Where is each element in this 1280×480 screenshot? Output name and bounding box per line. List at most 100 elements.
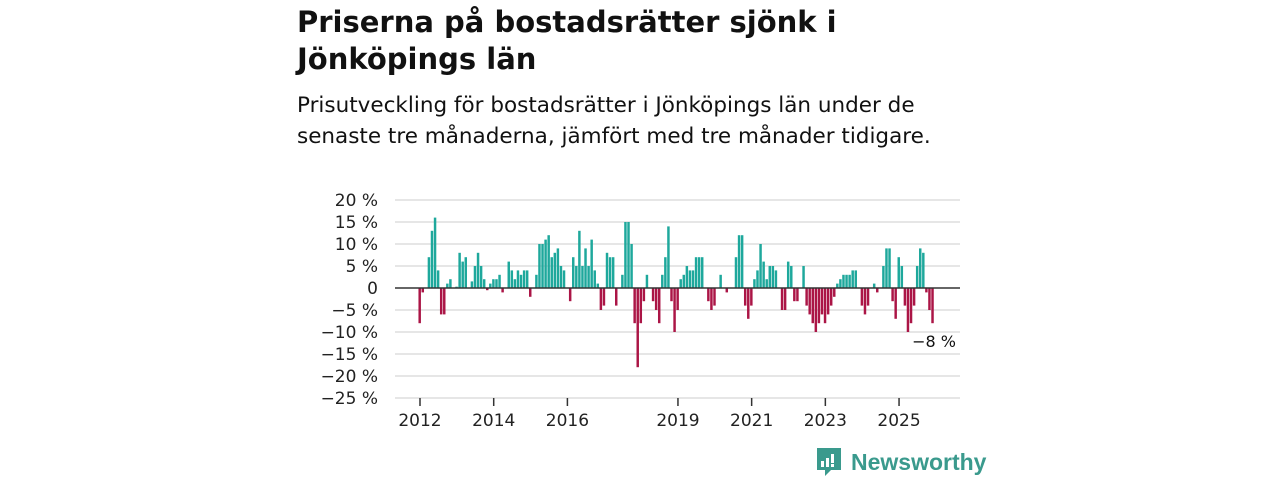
bars (418, 217, 934, 368)
bar (866, 288, 870, 306)
bar (793, 288, 796, 302)
bar (581, 266, 584, 288)
bar (842, 274, 845, 288)
bar (931, 288, 934, 324)
bar (808, 288, 811, 315)
bar (737, 235, 741, 288)
bar (522, 270, 526, 288)
bar (860, 288, 864, 306)
bar (710, 288, 713, 310)
bar (486, 288, 489, 291)
newsworthy-logo[interactable]: Newsworthy (815, 446, 986, 478)
y-tick-label: 5 % (346, 257, 378, 277)
x-tick-label: 2012 (398, 411, 441, 431)
bar (823, 288, 827, 324)
bar (473, 266, 477, 288)
bar (845, 274, 848, 288)
chart-subtitle: Prisutveckling för bostadsrätter i Jönkö… (297, 93, 931, 149)
bar (839, 279, 842, 288)
bar (802, 266, 805, 288)
bar (489, 283, 492, 288)
bar (421, 288, 425, 293)
bar (458, 252, 461, 288)
bar (786, 261, 790, 288)
bar (903, 288, 907, 306)
bar (882, 266, 885, 288)
bar (479, 266, 483, 288)
bar (750, 288, 753, 306)
bar (928, 288, 931, 310)
x-tick-label: 2016 (546, 411, 589, 431)
bar (876, 288, 879, 293)
bar (541, 244, 544, 288)
bar (768, 266, 772, 288)
bar (476, 252, 480, 288)
brand-name: Newsworthy (851, 448, 987, 475)
bar (575, 266, 578, 288)
y-tick-label: 15 % (335, 213, 378, 233)
bar (464, 257, 467, 288)
bar (863, 288, 867, 315)
bar (771, 266, 775, 288)
bar (679, 279, 682, 288)
y-tick-label: 10 % (335, 235, 378, 255)
bar (925, 288, 928, 293)
bar (700, 257, 704, 288)
bar-chart: 20 %15 %10 %5 %0−5 %−10 %−15 %−20 %−25 %… (321, 191, 960, 431)
bar (740, 235, 744, 288)
bar (790, 266, 793, 288)
bar (891, 288, 894, 302)
bar (817, 288, 821, 324)
bar (602, 288, 606, 306)
bar (796, 288, 799, 302)
bar (642, 288, 646, 302)
bar (814, 288, 818, 332)
y-tick-label: −15 % (321, 345, 378, 365)
bar (482, 279, 486, 288)
bar (461, 261, 464, 288)
bar (651, 288, 655, 302)
bar (636, 288, 639, 368)
bar (780, 288, 784, 310)
bar (621, 274, 624, 288)
bar (713, 288, 716, 306)
bar (697, 257, 701, 288)
bar (811, 288, 814, 324)
bar (894, 288, 897, 319)
bar (590, 239, 593, 288)
bar (513, 279, 517, 288)
x-tick-label: 2019 (656, 411, 699, 431)
y-tick-label: −25 % (321, 389, 378, 409)
bar (756, 270, 759, 288)
bar (826, 288, 830, 315)
bar (535, 274, 538, 288)
bar (538, 244, 541, 288)
bar (430, 230, 434, 288)
bar (664, 257, 667, 288)
bar (682, 274, 686, 288)
bar (694, 257, 698, 288)
bar (427, 257, 431, 288)
chart-title: Priserna på bostadsrätter sjönk i Jönköp… (297, 5, 837, 76)
bar (449, 279, 452, 288)
bar (774, 270, 778, 288)
bar (919, 248, 922, 288)
bar (553, 252, 557, 288)
bar (550, 257, 553, 288)
bar (691, 270, 695, 288)
bar (587, 266, 590, 288)
x-tick-label: 2014 (472, 411, 515, 431)
bar (633, 288, 636, 324)
bar (608, 257, 612, 288)
bar (525, 270, 529, 288)
bar (470, 281, 474, 288)
bar (765, 279, 768, 288)
bar (854, 270, 857, 288)
bar (446, 283, 449, 288)
bar (848, 274, 851, 288)
bar (667, 226, 670, 288)
bar (836, 283, 839, 288)
bar (605, 252, 609, 288)
bar (510, 270, 514, 288)
x-tick-label: 2025 (877, 411, 920, 431)
